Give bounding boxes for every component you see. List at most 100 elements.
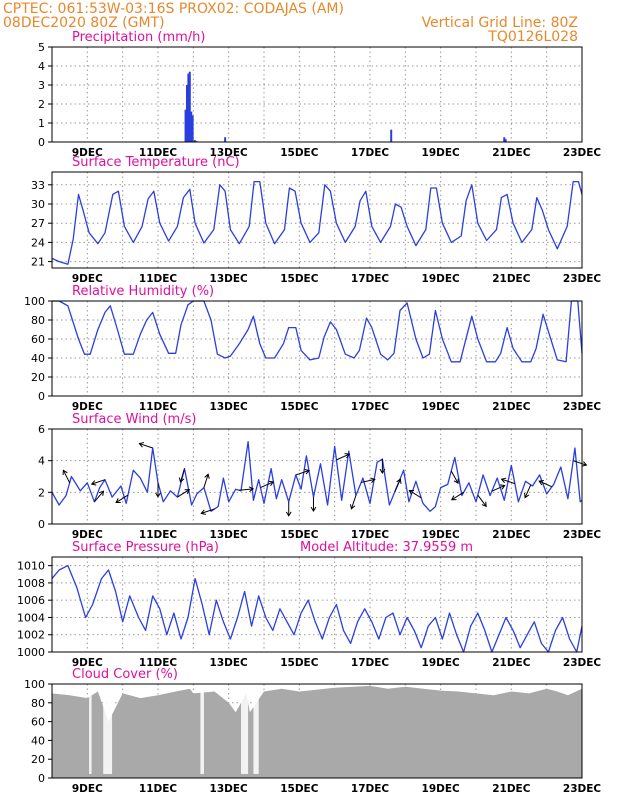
wind-xtick-label: 21DEC <box>492 529 531 541</box>
wind-arrow-head <box>396 478 402 484</box>
wind-arrow <box>524 484 532 499</box>
wind-arrow-shaft <box>139 443 153 449</box>
wind-arrow <box>115 494 129 504</box>
wind-arrow-shaft <box>203 474 209 488</box>
wind-arrow-shaft <box>91 479 106 485</box>
panel-temperature: Surface Temperature (nC) 21 24 27 30 33 9DEC 11… <box>31 155 601 285</box>
panels: Precipitation (mm/h) 0 1 2 3 4 5 9DEC 11DEC 13DEC… <box>17 30 601 795</box>
pressure-ytick-label: 1000 <box>17 646 45 659</box>
humidity-ytick-label: 40 <box>31 352 45 365</box>
wind-ytick-label: 0 <box>38 518 45 531</box>
wind-arrow <box>200 508 215 515</box>
wind-arrow-head <box>450 495 457 501</box>
temperature-ytick-label: 33 <box>31 179 45 192</box>
wind-arrow-shaft <box>239 488 254 491</box>
pressure-xtick-label: 15DEC <box>280 657 319 669</box>
precip-bar <box>184 109 187 142</box>
wind-arrow <box>203 473 210 488</box>
wind-ytick-label: 4 <box>38 455 45 468</box>
temperature-xtick-label: 19DEC <box>422 273 461 285</box>
wind-arrow-head <box>344 453 351 459</box>
temperature-ytick-label: 24 <box>31 236 45 249</box>
pressure-title: Surface Pressure (hPa) <box>72 540 219 555</box>
wind-arrow <box>177 489 191 498</box>
wind-arrow <box>178 468 185 483</box>
precip-ytick-label: 3 <box>38 79 45 92</box>
cloud-ytick-label: 100 <box>24 678 45 691</box>
wind-arrow-head <box>379 468 386 475</box>
precip-xtick-label: 23DEC <box>563 147 602 159</box>
temperature-frame <box>51 171 583 269</box>
wind-arrow-shaft <box>538 480 553 488</box>
run-date-header: 08DEC2020 80Z (GMT) <box>3 15 165 31</box>
humidity-xtick-label: 11DEC <box>139 401 178 413</box>
wind-arrow <box>361 477 376 483</box>
wind-arrow-shaft <box>177 489 190 498</box>
wind-arrow <box>260 480 275 489</box>
wind-xtick-label: 15DEC <box>280 529 319 541</box>
wind-xtick-label: 17DEC <box>351 529 390 541</box>
cloud-gap <box>103 688 113 774</box>
humidity-ytick-label: 0 <box>38 390 45 403</box>
wind-arrow-shaft <box>350 495 357 509</box>
pressure-ytick-label: 1002 <box>17 629 45 642</box>
wind-arrow <box>450 470 459 485</box>
temperature-xtick-label: 21DEC <box>492 273 531 285</box>
pressure-xtick-label: 17DEC <box>351 657 390 669</box>
pressure-xtick-label: 11DEC <box>139 657 178 669</box>
wind-arrow <box>310 497 317 513</box>
wind-arrow-shaft <box>295 470 310 476</box>
humidity-ytick-label: 20 <box>31 371 45 384</box>
wind-arrow-head <box>453 478 459 485</box>
panel-precip: Precipitation (mm/h) 0 1 2 3 4 5 9DEC 11DEC 13DEC… <box>38 30 601 159</box>
wind-arrow-head <box>408 489 415 495</box>
wind-arrow <box>379 459 386 475</box>
precip-xtick-label: 17DEC <box>351 147 390 159</box>
wind-arrow-head <box>178 477 185 483</box>
wind-arrow-head <box>204 473 210 479</box>
wind-title: Surface Wind (m/s) <box>72 412 196 427</box>
wind-arrow <box>450 491 464 501</box>
cloud-ytick-label: 0 <box>38 772 45 785</box>
wind-arrow <box>538 480 553 488</box>
pressure-ytick-label: 1004 <box>17 611 45 624</box>
cloud-ytick-label: 40 <box>31 734 45 747</box>
wind-arrow-head <box>349 504 356 510</box>
wind-arrow-head <box>98 490 105 496</box>
precip-ytick-label: 2 <box>38 98 45 111</box>
wind-xtick-label: 11DEC <box>139 529 178 541</box>
wind-arrow-head <box>248 486 255 493</box>
wind-arrow-shaft <box>394 478 401 493</box>
pressure-xtick-label: 21DEC <box>492 657 531 669</box>
humidity-title: Relative Humidity (%) <box>72 284 214 299</box>
wind-arrow-head <box>524 492 530 499</box>
wind-arrow-shaft <box>501 478 516 485</box>
wind-arrow-shaft <box>62 470 71 484</box>
precip-bar <box>191 115 194 142</box>
cloud-title: Cloud Cover (%) <box>72 667 178 682</box>
precip-title: Precipitation (mm/h) <box>72 30 205 45</box>
temperature-xtick-label: 17DEC <box>351 273 390 285</box>
precip-bar <box>390 129 393 142</box>
humidity-xtick-label: 21DEC <box>492 401 531 413</box>
temperature-xtick-label: 23DEC <box>563 273 602 285</box>
pressure-ytick-label: 1006 <box>17 594 45 607</box>
panel-humidity: Relative Humidity (%) 0 20 40 60 80 100 9DEC 11D… <box>24 284 601 413</box>
precip-bar <box>188 71 191 142</box>
wind-arrow-head <box>285 511 292 517</box>
wind-arrow <box>295 468 311 476</box>
precip-ytick-label: 4 <box>38 60 45 73</box>
wind-xtick-label: 19DEC <box>422 529 461 541</box>
wind-arrow-head <box>138 442 145 448</box>
wind-arrow-head <box>500 477 507 484</box>
wind-arrow-shaft <box>450 470 459 484</box>
pressure-xtick-label: 19DEC <box>422 657 461 669</box>
precip-xtick-label: 9DEC <box>72 147 103 159</box>
cloud-xtick-label: 19DEC <box>422 783 461 795</box>
temperature-ytick-label: 21 <box>31 256 45 269</box>
cloud-xtick-label: 15DEC <box>280 783 319 795</box>
wind-arrow <box>90 479 106 486</box>
wind-arrow-head <box>268 480 275 487</box>
cloud-gap <box>200 688 204 774</box>
wind-arrow-head <box>370 477 376 483</box>
